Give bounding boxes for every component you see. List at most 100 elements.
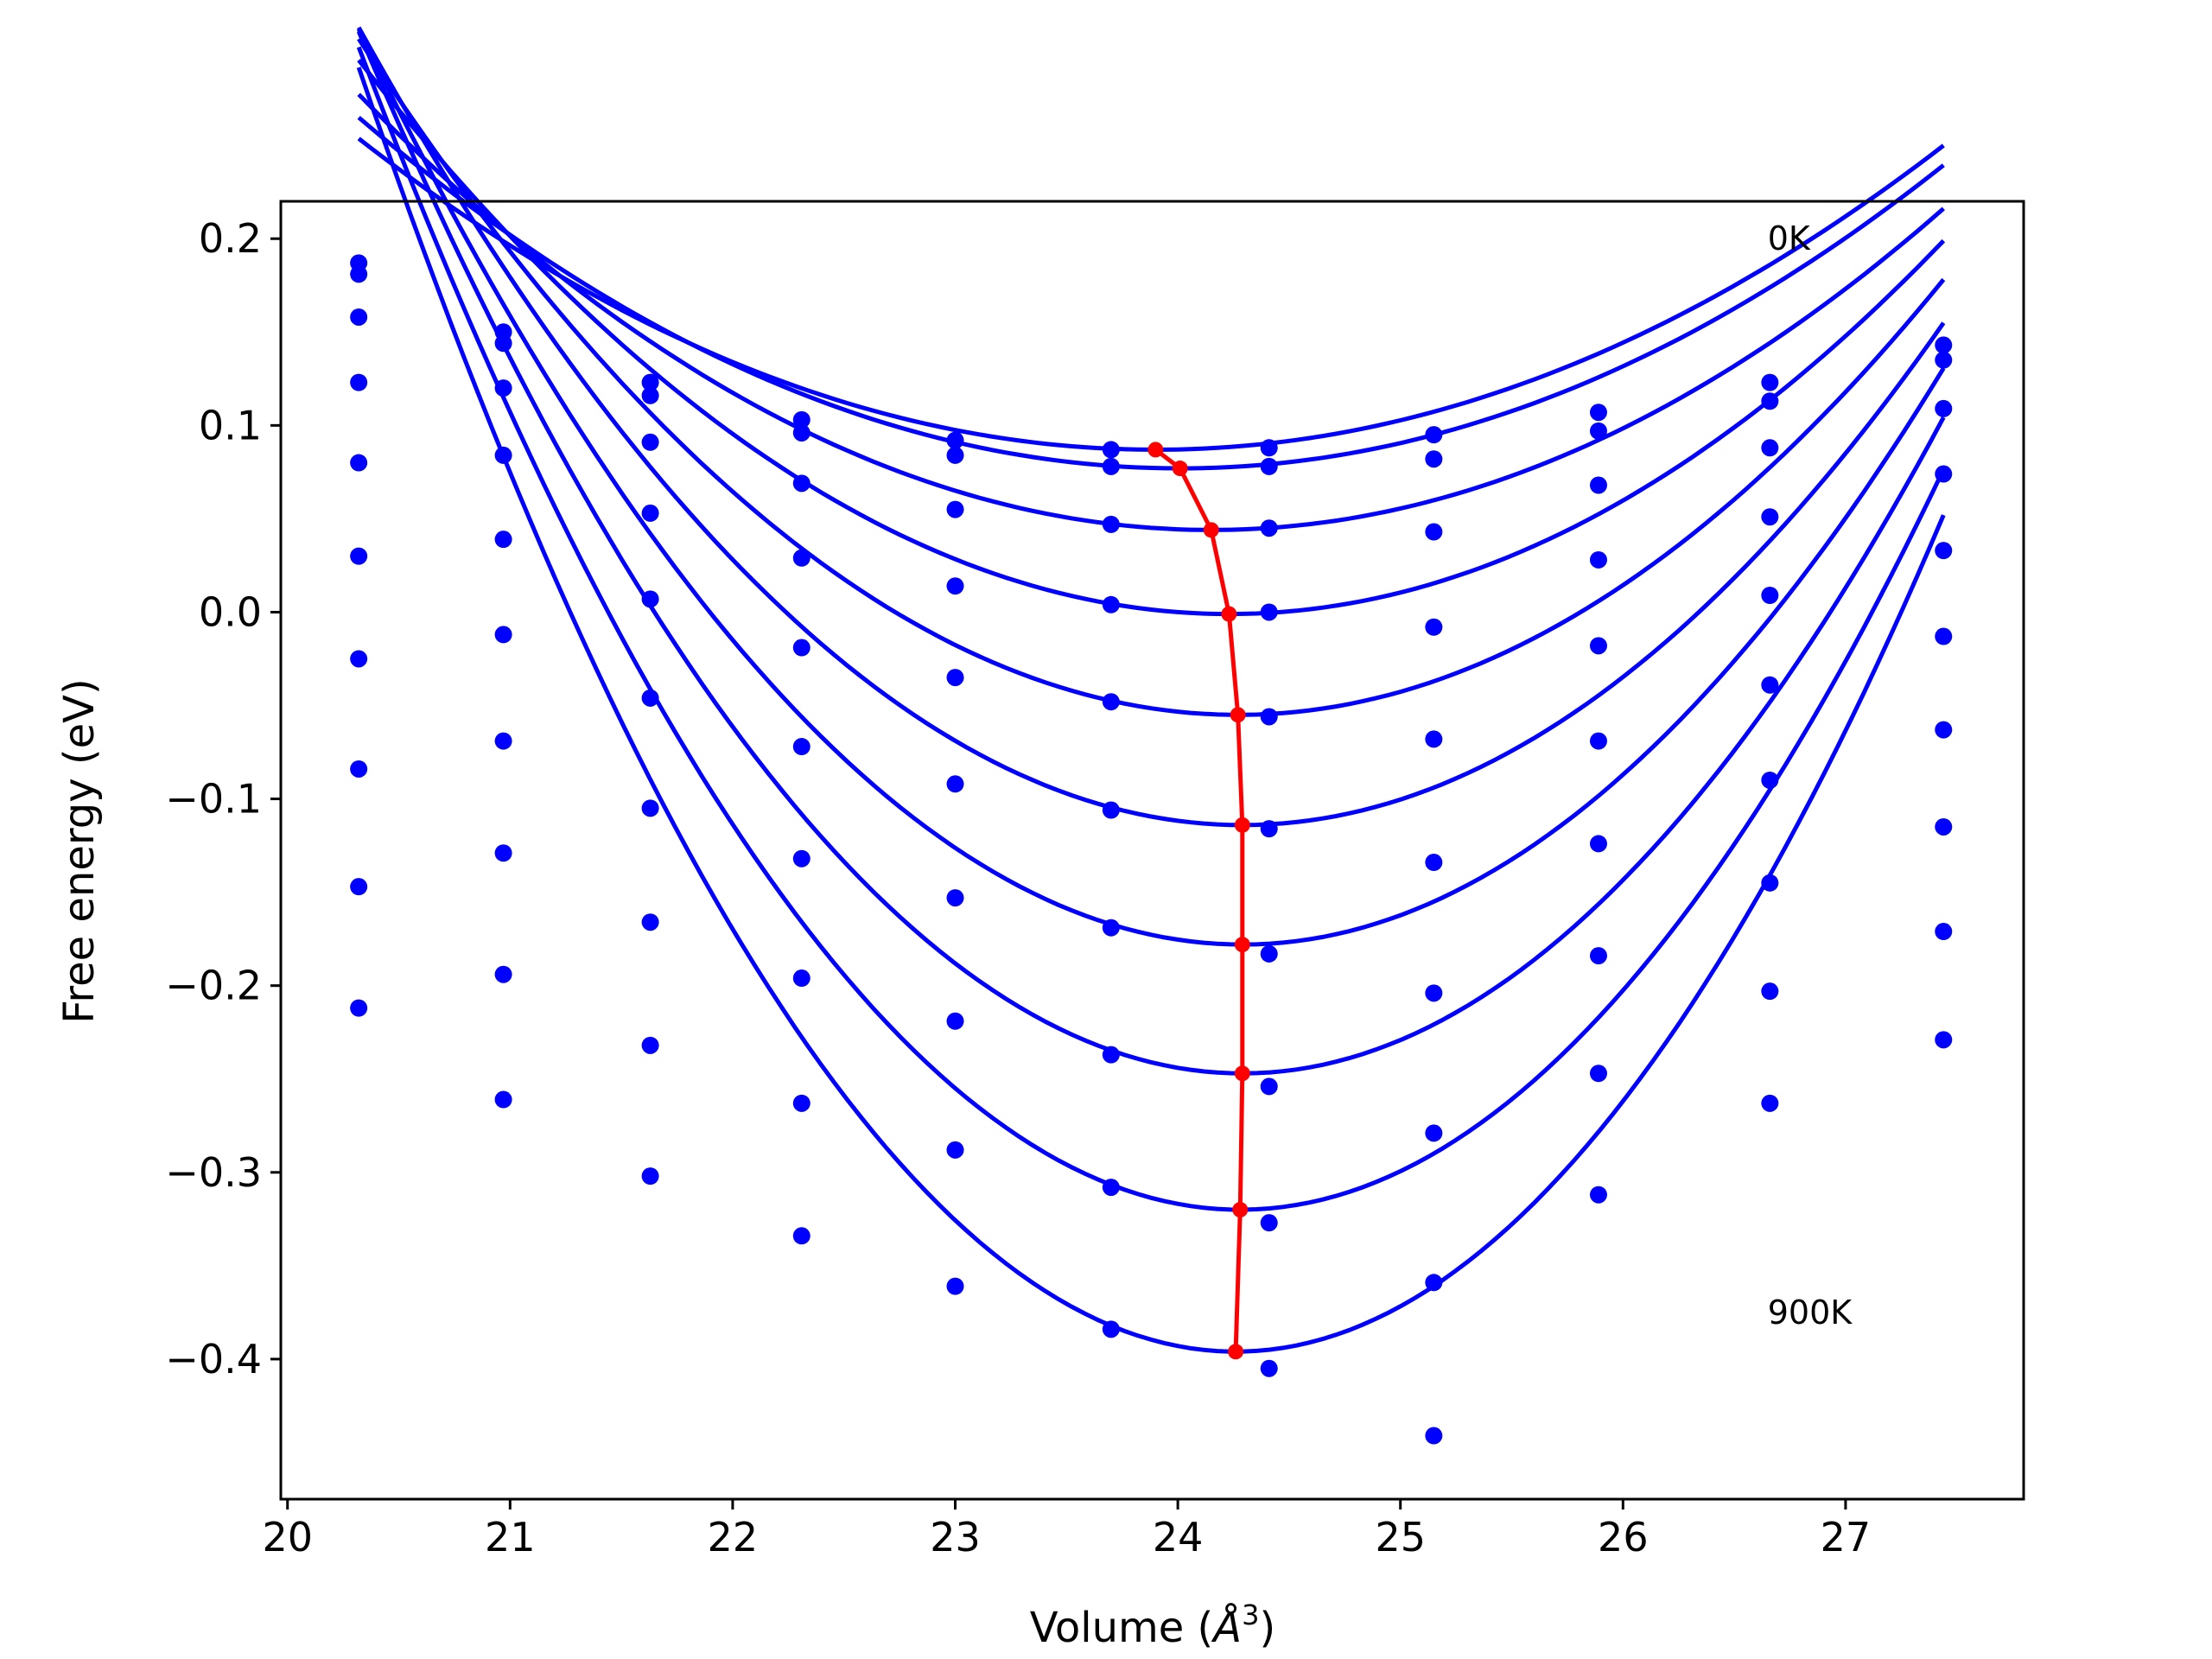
data-point-400K-8	[1589, 637, 1607, 655]
data-point-700K-6	[1260, 1077, 1278, 1096]
x-tick-label-0: 20	[262, 1514, 313, 1560]
x-tick-label-5: 25	[1375, 1514, 1426, 1560]
axis-ticks: 20 21 22 23 24 25 26 27 0.2 0.1 0.0 −0.1 −0.2 −0.3 −0.…	[165, 215, 1871, 1560]
data-point-600K-7	[1425, 984, 1443, 1002]
data-point-700K-3	[792, 969, 810, 988]
min-path-point-0	[1147, 442, 1164, 458]
data-point-600K-2	[641, 799, 659, 817]
data-point-900K-10	[1935, 1031, 1953, 1049]
data-point-100K-6	[1260, 457, 1278, 475]
x-tick-label-6: 26	[1598, 1514, 1649, 1560]
y-axis-label: Free energy (eV)	[55, 678, 104, 1023]
fit-curve-900K	[356, 67, 1946, 1354]
data-point-800K-2	[641, 1036, 659, 1054]
x-axis-label: Volume (Å3)	[1030, 1599, 1275, 1652]
data-point-900K-9	[1761, 1094, 1779, 1112]
data-point-600K-0	[350, 650, 368, 668]
data-point-800K-10	[1935, 923, 1953, 941]
data-point-400K-1	[494, 531, 512, 549]
data-point-100K-8	[1589, 422, 1607, 440]
data-point-200K-5	[1102, 515, 1120, 533]
data-point-100K-0	[350, 265, 368, 283]
data-point-0K-9	[1761, 373, 1779, 391]
data-point-600K-3	[792, 849, 810, 868]
series-400K	[350, 37, 1953, 748]
series-600K	[350, 28, 1953, 1002]
data-point-800K-4	[946, 1141, 964, 1159]
fit-curve-300K	[357, 59, 1946, 617]
data-point-200K-9	[1761, 439, 1779, 457]
data-point-0K-3	[792, 410, 810, 429]
y-tick-label-6: −0.4	[165, 1336, 262, 1382]
plot-area	[350, 26, 1953, 1445]
fit-curve-800K	[356, 46, 1946, 1212]
data-point-200K-4	[946, 500, 964, 518]
data-point-0K-10	[1935, 336, 1953, 354]
data-point-900K-5	[1102, 1320, 1120, 1338]
data-point-600K-6	[1260, 944, 1278, 963]
annotation-900k: 900K	[1768, 1294, 1853, 1332]
min-path-point-9	[1228, 1344, 1244, 1360]
fit-curve-700K	[356, 30, 1946, 1076]
series-100K	[350, 116, 1953, 475]
data-point-900K-6	[1260, 1359, 1278, 1377]
data-point-200K-8	[1589, 476, 1607, 494]
fit-curve-100K	[357, 116, 1945, 471]
min-path-point-5	[1234, 817, 1250, 833]
data-point-800K-5	[1102, 1179, 1120, 1197]
data-point-300K-8	[1589, 550, 1607, 569]
series-500K	[350, 26, 1953, 872]
data-point-800K-8	[1589, 1065, 1607, 1083]
data-point-600K-4	[946, 889, 964, 907]
data-point-500K-6	[1260, 820, 1278, 838]
series-900K	[350, 67, 1953, 1445]
data-point-200K-0	[350, 308, 368, 326]
data-point-500K-8	[1589, 732, 1607, 750]
data-point-900K-7	[1425, 1427, 1443, 1445]
data-point-300K-0	[350, 373, 368, 391]
data-point-300K-4	[946, 577, 964, 595]
data-point-200K-10	[1935, 399, 1953, 417]
y-tick-label-4: −0.2	[165, 963, 262, 1009]
y-tick-label-2: 0.0	[199, 588, 262, 635]
data-point-300K-7	[1425, 618, 1443, 636]
fit-curve-600K	[356, 28, 1946, 947]
data-point-400K-0	[350, 454, 368, 472]
data-point-0K-5	[1102, 441, 1120, 459]
data-point-700K-4	[946, 1012, 964, 1030]
data-point-600K-10	[1935, 721, 1953, 739]
data-point-100K-2	[641, 386, 659, 404]
data-point-900K-3	[792, 1227, 810, 1245]
data-point-700K-1	[494, 844, 512, 862]
x-axis-label-text: Volume (	[1030, 1604, 1214, 1652]
data-point-400K-3	[792, 639, 810, 657]
min-path-point-7	[1234, 1065, 1250, 1082]
min-path-line	[1154, 448, 1245, 1352]
axes-frame	[279, 200, 2025, 1501]
annotation-0k: 0K	[1768, 219, 1811, 257]
y-tick-label-5: −0.3	[165, 1149, 262, 1196]
min-path-point-4	[1230, 707, 1246, 723]
data-point-500K-5	[1102, 801, 1120, 819]
min-path-point-6	[1234, 937, 1250, 953]
data-point-400K-9	[1761, 587, 1779, 605]
data-point-700K-8	[1589, 947, 1607, 965]
data-point-800K-3	[792, 1094, 810, 1112]
data-point-500K-1	[494, 626, 512, 644]
data-point-400K-7	[1425, 730, 1443, 748]
data-point-700K-7	[1425, 1124, 1443, 1142]
data-point-100K-10	[1935, 351, 1953, 369]
data-point-800K-6	[1260, 1214, 1278, 1232]
fit-curve-500K	[357, 26, 1946, 828]
y-tick-label-3: −0.1	[165, 776, 262, 823]
data-point-700K-2	[641, 913, 659, 931]
data-point-600K-8	[1589, 835, 1607, 853]
fit-curve-400K	[357, 37, 1946, 717]
data-point-300K-2	[641, 504, 659, 522]
x-tick-label-7: 27	[1821, 1514, 1872, 1560]
data-point-500K-3	[792, 738, 810, 756]
data-point-400K-6	[1260, 708, 1278, 726]
x-tick-label-4: 24	[1153, 1514, 1204, 1560]
y-tick-label-1: 0.1	[199, 402, 262, 448]
